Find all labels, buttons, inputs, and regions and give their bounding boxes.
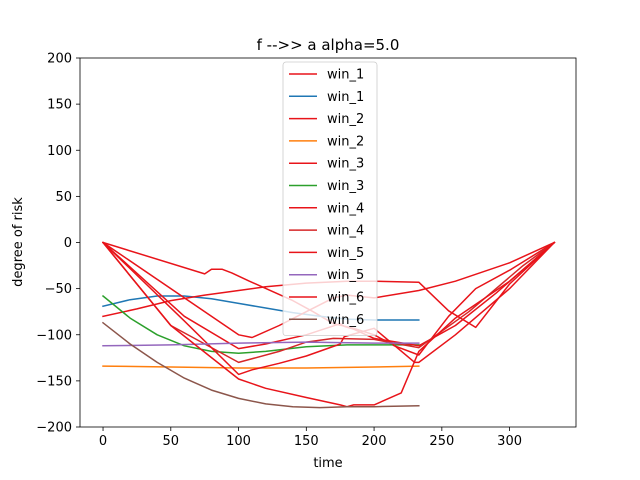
- legend-label: win_3: [327, 179, 364, 194]
- x-tick-label: 100: [226, 434, 251, 449]
- series-line-12: [101, 321, 420, 409]
- series-line-10: [102, 341, 420, 347]
- legend-label: win_2: [327, 112, 364, 127]
- x-tick-label: 250: [429, 434, 454, 449]
- legend-label: win_6: [327, 291, 364, 306]
- x-ticks: 0 50 100 150 200 250 300: [99, 427, 522, 449]
- chart-title: f -->> a alpha=5.0: [257, 36, 400, 54]
- y-tick-label: 100: [47, 144, 72, 159]
- y-tick-label: 0: [64, 236, 72, 251]
- y-tick-label: 50: [55, 190, 72, 205]
- x-tick-label: 150: [294, 434, 319, 449]
- x-tick-label: 300: [497, 434, 522, 449]
- x-tick-label: 0: [99, 434, 107, 449]
- legend-box: [282, 61, 378, 337]
- y-tick-label: −100: [36, 328, 72, 343]
- y-tick-label: −200: [36, 421, 72, 436]
- legend-label: win_1: [327, 90, 364, 105]
- legend-label: win_5: [327, 268, 364, 283]
- x-axis-title: time: [313, 456, 342, 471]
- legend-label: win_6: [327, 313, 364, 328]
- legend-label: win_2: [327, 134, 364, 149]
- y-tick-label: −50: [45, 282, 72, 297]
- y-tick-label: −150: [36, 374, 72, 389]
- legend-label: win_1: [327, 68, 364, 83]
- x-tick-label: 50: [163, 434, 180, 449]
- y-tick-label: 150: [47, 98, 72, 113]
- y-ticks: 200 150 100 50 0 −50 −100 −150 −200: [36, 52, 80, 436]
- x-tick-label: 200: [362, 434, 387, 449]
- series-line-6: [101, 294, 420, 354]
- legend-label: win_4: [327, 224, 364, 239]
- legend: win_1 win_1 win_2 win_2 win_3 win_3 win_4 win_4…: [282, 61, 378, 337]
- legend-label: win_5: [327, 246, 364, 261]
- legend-label: win_4: [327, 201, 364, 216]
- series-line-4: [102, 365, 420, 369]
- series-line-9: [101, 241, 556, 376]
- legend-label: win_3: [327, 157, 364, 172]
- series-line-11: [101, 241, 556, 408]
- y-axis-title: degree of risk: [11, 197, 26, 287]
- y-tick-label: 200: [47, 52, 72, 67]
